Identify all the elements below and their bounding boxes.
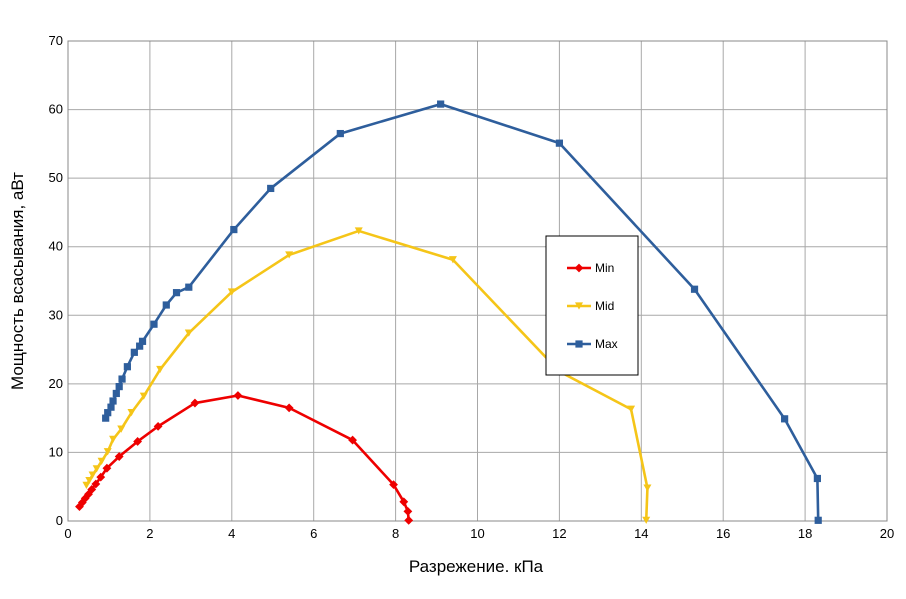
y-tick-label: 40 bbox=[49, 239, 63, 254]
y-tick-label: 70 bbox=[49, 33, 63, 48]
x-tick-label: 6 bbox=[310, 526, 317, 541]
x-tick-label: 10 bbox=[470, 526, 484, 541]
series-mid bbox=[82, 227, 652, 524]
data-point-max bbox=[555, 139, 563, 147]
legend-label-min: Min bbox=[595, 261, 614, 275]
data-point-mid bbox=[82, 481, 91, 489]
data-point-mid bbox=[88, 471, 97, 479]
data-point-mid bbox=[184, 329, 193, 337]
data-point-mid bbox=[285, 251, 294, 259]
data-point-max bbox=[230, 225, 238, 234]
data-point-max bbox=[150, 320, 158, 328]
series-max bbox=[102, 100, 822, 524]
data-point-mid bbox=[92, 465, 101, 473]
tick-labels: 0 2 4 6 8 10 12 14 16 18 20 0 10 20 30 40 50 60 70 bbox=[49, 33, 895, 541]
y-tick-label: 30 bbox=[49, 307, 63, 322]
data-point-max bbox=[118, 375, 126, 383]
data-point-min bbox=[153, 421, 163, 431]
data-point-mid bbox=[642, 516, 651, 524]
data-point-min bbox=[91, 479, 101, 489]
data-point-max bbox=[104, 409, 112, 417]
data-point-max bbox=[185, 283, 193, 291]
series-min bbox=[75, 391, 414, 525]
data-point-max bbox=[267, 184, 275, 193]
data-point-min bbox=[96, 472, 106, 482]
data-point-min bbox=[77, 498, 87, 507]
y-tick-label: 20 bbox=[49, 376, 63, 391]
legend-marker-max bbox=[575, 340, 583, 348]
data-point-max bbox=[172, 289, 181, 297]
data-point-max bbox=[162, 301, 170, 309]
data-point-max bbox=[690, 285, 699, 293]
data-point-mid bbox=[109, 435, 118, 443]
grid bbox=[67, 40, 888, 522]
data-point-max bbox=[112, 389, 120, 398]
legend-marker-min bbox=[574, 263, 584, 273]
x-tick-label: 14 bbox=[634, 526, 648, 541]
legend: Min Mid Max bbox=[545, 235, 639, 376]
data-point-max bbox=[107, 403, 115, 411]
data-point-max bbox=[109, 397, 117, 405]
data-point-mid bbox=[448, 256, 457, 264]
data-point-min bbox=[133, 437, 143, 446]
data-point-mid bbox=[103, 448, 112, 456]
data-point-mid bbox=[139, 392, 148, 400]
data-point-max bbox=[123, 363, 131, 371]
x-tick-label: 2 bbox=[146, 526, 153, 541]
legend-label-mid: Mid bbox=[595, 299, 614, 313]
data-point-mid bbox=[156, 365, 165, 374]
data-point-max bbox=[138, 337, 147, 345]
data-point-mid bbox=[117, 425, 126, 433]
y-tick-label: 50 bbox=[49, 170, 63, 185]
data-point-mid bbox=[97, 457, 106, 465]
series-line-min bbox=[78, 394, 411, 522]
y-tick-label: 10 bbox=[49, 444, 63, 459]
legend-label-max: Max bbox=[595, 337, 618, 351]
data-point-mid bbox=[85, 476, 94, 485]
data-point-max bbox=[130, 348, 138, 356]
data-point-mid bbox=[354, 227, 363, 235]
legend-box bbox=[545, 235, 639, 376]
x-tick-label: 8 bbox=[392, 526, 399, 541]
data-point-max bbox=[136, 342, 144, 350]
data-point-mid bbox=[227, 288, 236, 296]
data-point-mid bbox=[127, 409, 136, 417]
legend-marker-mid bbox=[575, 302, 583, 310]
data-point-min bbox=[399, 497, 409, 507]
data-point-min bbox=[403, 507, 413, 516]
data-point-max bbox=[781, 415, 789, 423]
data-point-min bbox=[190, 398, 200, 408]
x-tick-label: 12 bbox=[552, 526, 566, 541]
data-point-min bbox=[87, 485, 97, 494]
data-point-min bbox=[114, 452, 124, 461]
x-axis-title: Разрежение. кПа bbox=[409, 557, 544, 576]
y-axis-title: Мощность всасывания, аВт bbox=[8, 172, 27, 390]
data-point-min bbox=[84, 489, 93, 499]
data-point-min bbox=[404, 515, 414, 525]
data-point-mid bbox=[627, 405, 636, 413]
data-point-max bbox=[814, 516, 822, 524]
data-point-min bbox=[233, 391, 243, 400]
data-point-min bbox=[102, 463, 112, 473]
x-tick-label: 18 bbox=[798, 526, 812, 541]
data-point-max bbox=[437, 100, 445, 108]
x-tick-label: 4 bbox=[228, 526, 235, 541]
y-tick-label: 60 bbox=[49, 102, 63, 117]
x-tick-label: 0 bbox=[64, 526, 71, 541]
series-line-max bbox=[104, 102, 820, 522]
data-point-min bbox=[348, 435, 358, 445]
x-tick-label: 20 bbox=[880, 526, 894, 541]
data-point-max bbox=[102, 414, 110, 422]
data-point-min bbox=[389, 480, 398, 490]
data-point-max bbox=[813, 474, 821, 483]
data-point-min bbox=[284, 403, 294, 413]
data-point-max bbox=[336, 129, 344, 138]
y-tick-label: 0 bbox=[56, 513, 63, 528]
plot-area-frame bbox=[67, 40, 888, 522]
x-tick-label: 16 bbox=[716, 526, 730, 541]
series-layer bbox=[75, 100, 822, 525]
data-point-mid bbox=[643, 484, 652, 492]
data-point-max bbox=[115, 383, 123, 391]
